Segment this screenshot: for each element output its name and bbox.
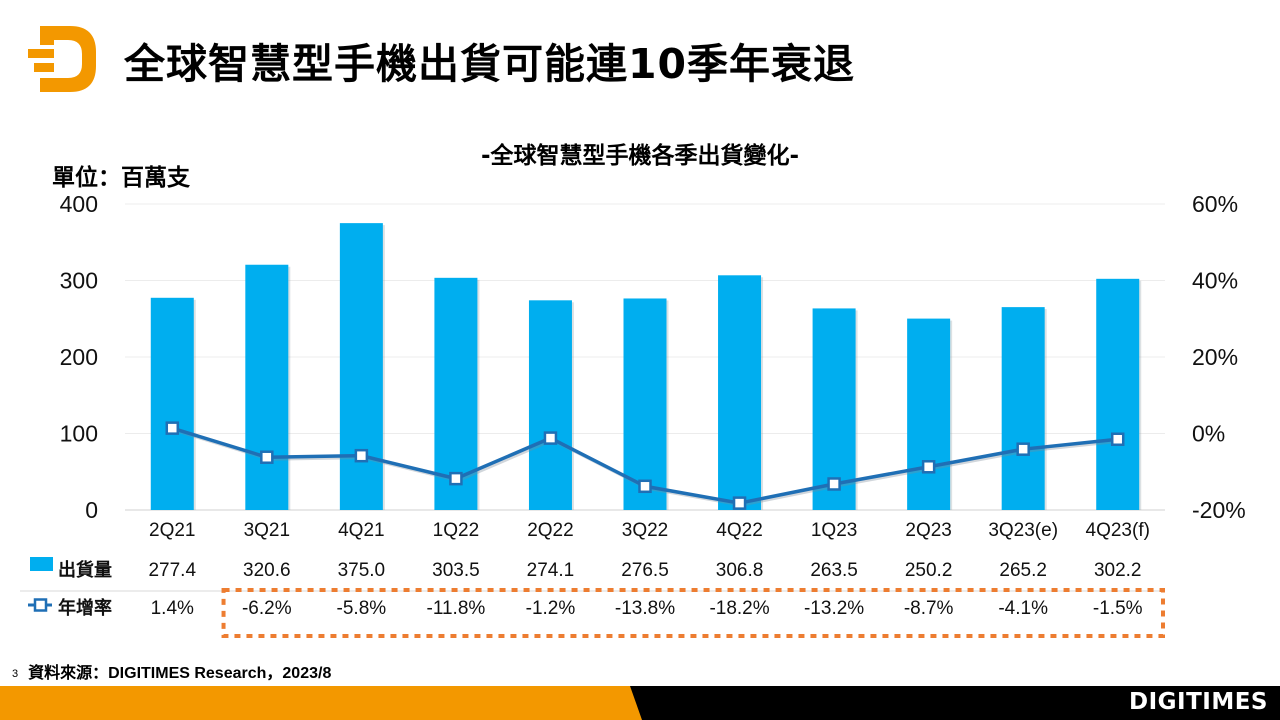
bar-series-shipments — [150, 223, 1142, 510]
category-label: 4Q21 — [338, 520, 384, 541]
line-marker — [921, 460, 936, 474]
digitimes-logo-icon — [28, 26, 96, 92]
chart-title-text: -全球智慧型手機各季出貨變化- — [480, 143, 800, 169]
bar — [1001, 307, 1045, 510]
table-cell-yoy: -1.5% — [1093, 598, 1143, 619]
category-label: 4Q23(f) — [1086, 520, 1150, 541]
category-label: 3Q21 — [244, 520, 290, 541]
left-axis-tick: 300 — [60, 268, 98, 294]
line-marker — [165, 421, 180, 435]
left-axis-tick: 100 — [60, 421, 98, 447]
line-marker — [354, 448, 369, 463]
line-marker — [638, 479, 652, 494]
table-cell-yoy: -4.1% — [998, 598, 1048, 619]
bar — [150, 297, 194, 510]
source-note: 3 資料來源：DIGITIMES Research，2023/8 — [12, 659, 331, 683]
category-label: 3Q22 — [622, 520, 668, 541]
line-marker — [543, 431, 558, 445]
table-cell-shipments: 306.8 — [716, 560, 764, 581]
left-axis-ticks: 0 100 200 300 400 — [60, 191, 98, 523]
footer-brand-logo: DIGITIMES — [1129, 689, 1268, 715]
right-axis-ticks: -20% 0% 20% 40% 60% — [1192, 191, 1246, 523]
table-cell-yoy: -6.2% — [242, 598, 292, 619]
right-axis-tick: 40% — [1192, 268, 1238, 294]
right-axis-tick: 60% — [1192, 191, 1238, 217]
table-cell-yoy: -13.2% — [804, 598, 864, 619]
unit-label: 單位：百萬支 — [52, 165, 190, 191]
table-cell-yoy: -1.2% — [526, 598, 576, 619]
bar — [528, 300, 572, 510]
category-label: 2Q22 — [527, 520, 573, 541]
legend-line-marker-icon — [33, 598, 48, 612]
table-cell-shipments: 277.4 — [148, 560, 196, 581]
table-cell-yoy: -11.8% — [427, 598, 486, 619]
bar — [245, 264, 289, 510]
table-cell-shipments: 250.2 — [905, 560, 953, 581]
table-cell-shipments: 265.2 — [999, 560, 1047, 581]
left-axis-tick: 0 — [85, 497, 98, 523]
line-marker — [827, 477, 841, 491]
right-axis-tick: 20% — [1192, 344, 1238, 370]
line-marker — [260, 450, 274, 464]
table-cell-yoy: 1.4% — [151, 598, 194, 619]
category-label: 1Q22 — [433, 520, 479, 541]
source-text: 資料來源：DIGITIMES Research，2023/8 — [28, 665, 332, 682]
chart-title: -全球智慧型手機各季出貨變化- — [0, 136, 1280, 170]
table-cell-shipments: 263.5 — [810, 560, 858, 581]
page-number: 3 — [12, 667, 19, 680]
line-marker — [449, 471, 463, 486]
table-cell-yoy: -5.8% — [337, 598, 387, 619]
category-label: 2Q21 — [149, 520, 195, 541]
table-cell-yoy: -8.7% — [904, 598, 954, 619]
footer-bar — [0, 686, 1280, 720]
left-axis-tick: 400 — [60, 191, 98, 217]
line-marker — [1016, 442, 1030, 456]
table-cell-shipments: 320.6 — [243, 560, 291, 581]
category-label: 2Q23 — [905, 520, 951, 541]
legend-label-shipments: 出貨量 — [58, 559, 112, 581]
bar — [1096, 278, 1140, 510]
bar — [339, 223, 383, 510]
table-cell-yoy: -18.2% — [709, 598, 769, 619]
category-axis-labels: 2Q21 3Q21 4Q21 1Q22 2Q22 3Q22 4Q22 1Q23 2Q23 3Q23… — [149, 520, 1150, 541]
line-marker — [1110, 432, 1125, 446]
table-cell-shipments: 303.5 — [432, 560, 480, 581]
bar — [623, 298, 667, 510]
table-cell-shipments: 274.1 — [527, 560, 575, 581]
legend-bar-swatch-icon — [30, 557, 53, 571]
legend-label-yoy: 年增率 — [58, 597, 112, 619]
highlight-dashed-box — [221, 588, 1165, 638]
table-cell-shipments: 375.0 — [338, 560, 386, 581]
bar — [907, 318, 951, 510]
table-cell-shipments: 276.5 — [621, 560, 669, 581]
left-axis-tick: 200 — [60, 344, 98, 370]
line-series-yoy — [165, 421, 1125, 510]
category-label: 1Q23 — [811, 520, 857, 541]
right-axis-tick: -20% — [1192, 497, 1246, 523]
bar — [812, 308, 856, 510]
table-cell-shipments: 302.2 — [1094, 560, 1142, 581]
bar — [718, 275, 762, 510]
page-title: 全球智慧型手機出貨可能連10季年衰退 — [124, 40, 856, 88]
table-cell-yoy: -13.8% — [615, 598, 675, 619]
category-label: 3Q23(e) — [988, 520, 1058, 541]
right-axis-tick: 0% — [1192, 421, 1225, 447]
category-label: 4Q22 — [716, 520, 762, 541]
line-marker — [732, 496, 747, 510]
